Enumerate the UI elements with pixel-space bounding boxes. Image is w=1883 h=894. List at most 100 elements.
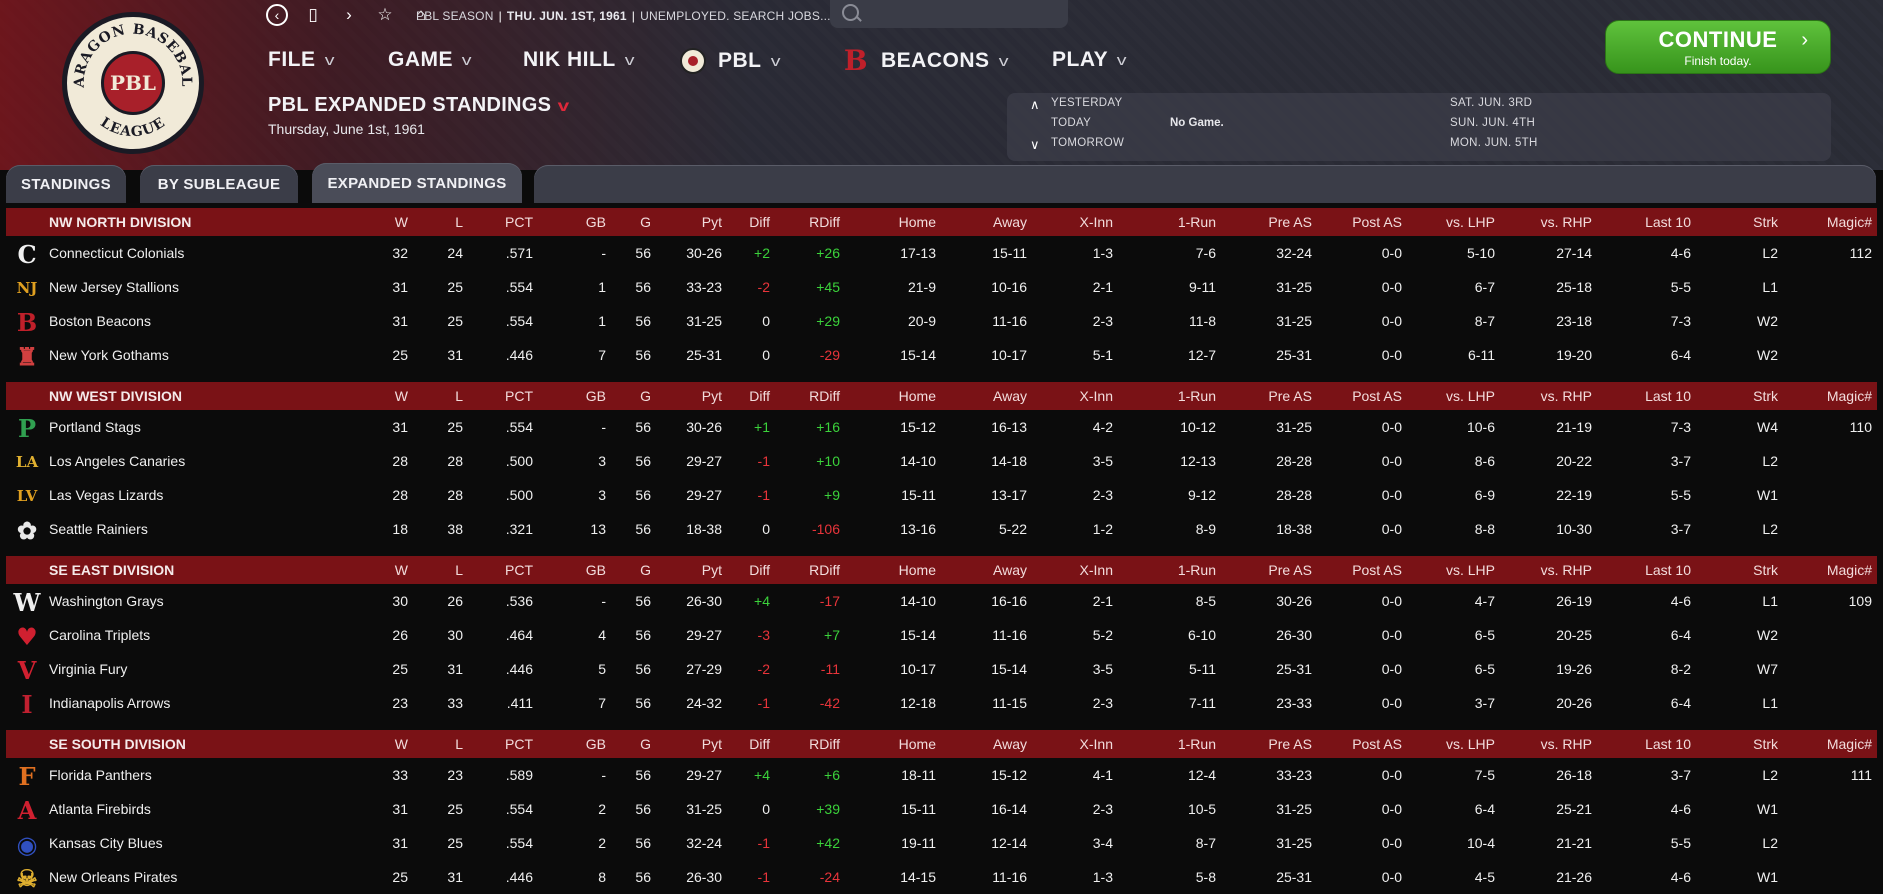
team-name[interactable]: Kansas City Blues: [49, 835, 163, 851]
column-header[interactable]: Strk: [1753, 562, 1778, 578]
column-header[interactable]: G: [640, 736, 651, 752]
team-name[interactable]: Florida Panthers: [49, 767, 152, 783]
tab-expanded-standings[interactable]: EXPANDED STANDINGS: [312, 163, 522, 203]
division-name[interactable]: NW NORTH DIVISION: [49, 214, 192, 230]
team-name[interactable]: Indianapolis Arrows: [49, 695, 171, 711]
column-header[interactable]: Home: [898, 736, 936, 752]
schedule-date[interactable]: MON. JUN. 5TH: [1450, 137, 1538, 149]
column-header[interactable]: vs. RHP: [1540, 214, 1592, 230]
column-header[interactable]: Diff: [749, 562, 770, 578]
column-header[interactable]: Home: [898, 388, 936, 404]
column-header[interactable]: vs. LHP: [1445, 214, 1495, 230]
column-header[interactable]: 1-Run: [1177, 214, 1216, 230]
column-header[interactable]: vs. RHP: [1540, 562, 1592, 578]
column-header[interactable]: 1-Run: [1177, 562, 1216, 578]
column-header[interactable]: Home: [898, 562, 936, 578]
division-name[interactable]: SE EAST DIVISION: [49, 562, 175, 578]
team-name[interactable]: Washington Grays: [49, 593, 164, 609]
column-header[interactable]: PCT: [505, 214, 533, 230]
team-name[interactable]: Boston Beacons: [49, 313, 151, 329]
team-name[interactable]: Los Angeles Canaries: [49, 453, 186, 469]
column-header[interactable]: Away: [993, 214, 1027, 230]
back-arrow-icon[interactable]: ‹: [266, 4, 288, 26]
column-header[interactable]: Last 10: [1645, 562, 1691, 578]
column-header[interactable]: vs. LHP: [1445, 562, 1495, 578]
page-title[interactable]: PBL EXPANDED STANDINGS v: [268, 94, 569, 117]
chevron-up-icon[interactable]: ∧: [1030, 97, 1040, 112]
column-header[interactable]: Diff: [749, 388, 770, 404]
column-header[interactable]: Strk: [1753, 388, 1778, 404]
column-header[interactable]: Post AS: [1352, 214, 1402, 230]
column-header[interactable]: Diff: [749, 736, 770, 752]
column-header[interactable]: Pre AS: [1268, 562, 1312, 578]
column-header[interactable]: G: [640, 214, 651, 230]
column-header[interactable]: L: [455, 562, 463, 578]
forward-arrow-icon[interactable]: ›: [346, 5, 352, 24]
column-header[interactable]: W: [394, 736, 408, 752]
table-row[interactable]: W Washington Grays 30 26 .536 - 56 26-30 +4 -17 14…: [6, 584, 1877, 618]
column-header[interactable]: W: [394, 388, 408, 404]
team-name[interactable]: Las Vegas Lizards: [49, 487, 164, 503]
column-header[interactable]: PCT: [505, 736, 533, 752]
chevron-down-icon[interactable]: ∨: [1030, 137, 1040, 152]
column-header[interactable]: Post AS: [1352, 562, 1402, 578]
menu-beacons[interactable]: B BEACONS v: [843, 47, 1008, 75]
table-row[interactable]: ♥ Carolina Triplets 26 30 .464 4 56 29-27 -3 +7 15…: [6, 618, 1877, 652]
table-row[interactable]: ♜ New York Gothams 25 31 .446 7 56 25-31 0 -29 15-…: [6, 338, 1877, 372]
column-header[interactable]: X-Inn: [1079, 388, 1113, 404]
column-header[interactable]: G: [640, 388, 651, 404]
column-header[interactable]: Pyt: [701, 736, 722, 752]
column-header[interactable]: Away: [993, 562, 1027, 578]
table-row[interactable]: C Connecticut Colonials 32 24 .571 - 56 30-26 +2…: [6, 236, 1877, 270]
table-row[interactable]: ☠ New Orleans Pirates 25 31 .446 8 56 26-30 -1 -2…: [6, 860, 1877, 894]
tab-standings[interactable]: STANDINGS: [6, 165, 126, 203]
column-header[interactable]: RDiff: [809, 736, 840, 752]
menu-file[interactable]: FILE v: [268, 48, 334, 72]
column-header[interactable]: W: [394, 562, 408, 578]
column-header[interactable]: Pyt: [701, 562, 722, 578]
breadcrumb-item[interactable]: THU. JUN. 1ST, 1961: [506, 9, 627, 23]
column-header[interactable]: G: [640, 562, 651, 578]
home-icon[interactable]: ⌂: [415, 5, 427, 24]
column-header[interactable]: RDiff: [809, 562, 840, 578]
column-header[interactable]: L: [455, 214, 463, 230]
column-header[interactable]: X-Inn: [1079, 562, 1113, 578]
team-name[interactable]: Seattle Rainiers: [49, 521, 148, 537]
table-row[interactable]: P Portland Stags 31 25 .554 - 56 30-26 +1 +16 15-1…: [6, 410, 1877, 444]
column-header[interactable]: Pyt: [701, 388, 722, 404]
table-row[interactable]: NJ New Jersey Stallions 31 25 .554 1 56 33-23 -2…: [6, 270, 1877, 304]
team-name[interactable]: New York Gothams: [49, 347, 169, 363]
menu-pbl[interactable]: PBL v: [680, 48, 780, 74]
column-header[interactable]: vs. LHP: [1445, 388, 1495, 404]
menu-game[interactable]: GAME v: [388, 48, 472, 72]
column-header[interactable]: Last 10: [1645, 736, 1691, 752]
table-row[interactable]: B Boston Beacons 31 25 .554 1 56 31-25 0 +29 20-9 1…: [6, 304, 1877, 338]
column-header[interactable]: Strk: [1753, 214, 1778, 230]
table-row[interactable]: ◉ Kansas City Blues 31 25 .554 2 56 32-24 -1 +42 1…: [6, 826, 1877, 860]
column-header[interactable]: 1-Run: [1177, 388, 1216, 404]
column-header[interactable]: Magic#: [1826, 214, 1872, 230]
column-header[interactable]: W: [394, 214, 408, 230]
bookmark-icon[interactable]: ▯: [308, 5, 318, 24]
column-header[interactable]: GB: [585, 214, 606, 230]
table-row[interactable]: V Virginia Fury 25 31 .446 5 56 27-29 -2 -11 10-17…: [6, 652, 1877, 686]
column-header[interactable]: L: [455, 736, 463, 752]
column-header[interactable]: vs. LHP: [1445, 736, 1495, 752]
column-header[interactable]: Home: [898, 214, 936, 230]
team-name[interactable]: Connecticut Colonials: [49, 245, 185, 261]
column-header[interactable]: Magic#: [1826, 736, 1872, 752]
table-row[interactable]: LV Las Vegas Lizards 28 28 .500 3 56 29-27 -1 +9 1…: [6, 478, 1877, 512]
team-name[interactable]: New Jersey Stallions: [49, 279, 179, 295]
column-header[interactable]: vs. RHP: [1540, 736, 1592, 752]
column-header[interactable]: X-Inn: [1079, 214, 1113, 230]
column-header[interactable]: Pre AS: [1268, 388, 1312, 404]
search-input[interactable]: [866, 4, 1060, 24]
column-header[interactable]: Away: [993, 388, 1027, 404]
column-header[interactable]: PCT: [505, 562, 533, 578]
table-row[interactable]: LA Los Angeles Canaries 28 28 .500 3 56 29-27 -1…: [6, 444, 1877, 478]
team-name[interactable]: Atlanta Firebirds: [49, 801, 151, 817]
column-header[interactable]: RDiff: [809, 214, 840, 230]
team-name[interactable]: Virginia Fury: [49, 661, 128, 677]
column-header[interactable]: Post AS: [1352, 388, 1402, 404]
